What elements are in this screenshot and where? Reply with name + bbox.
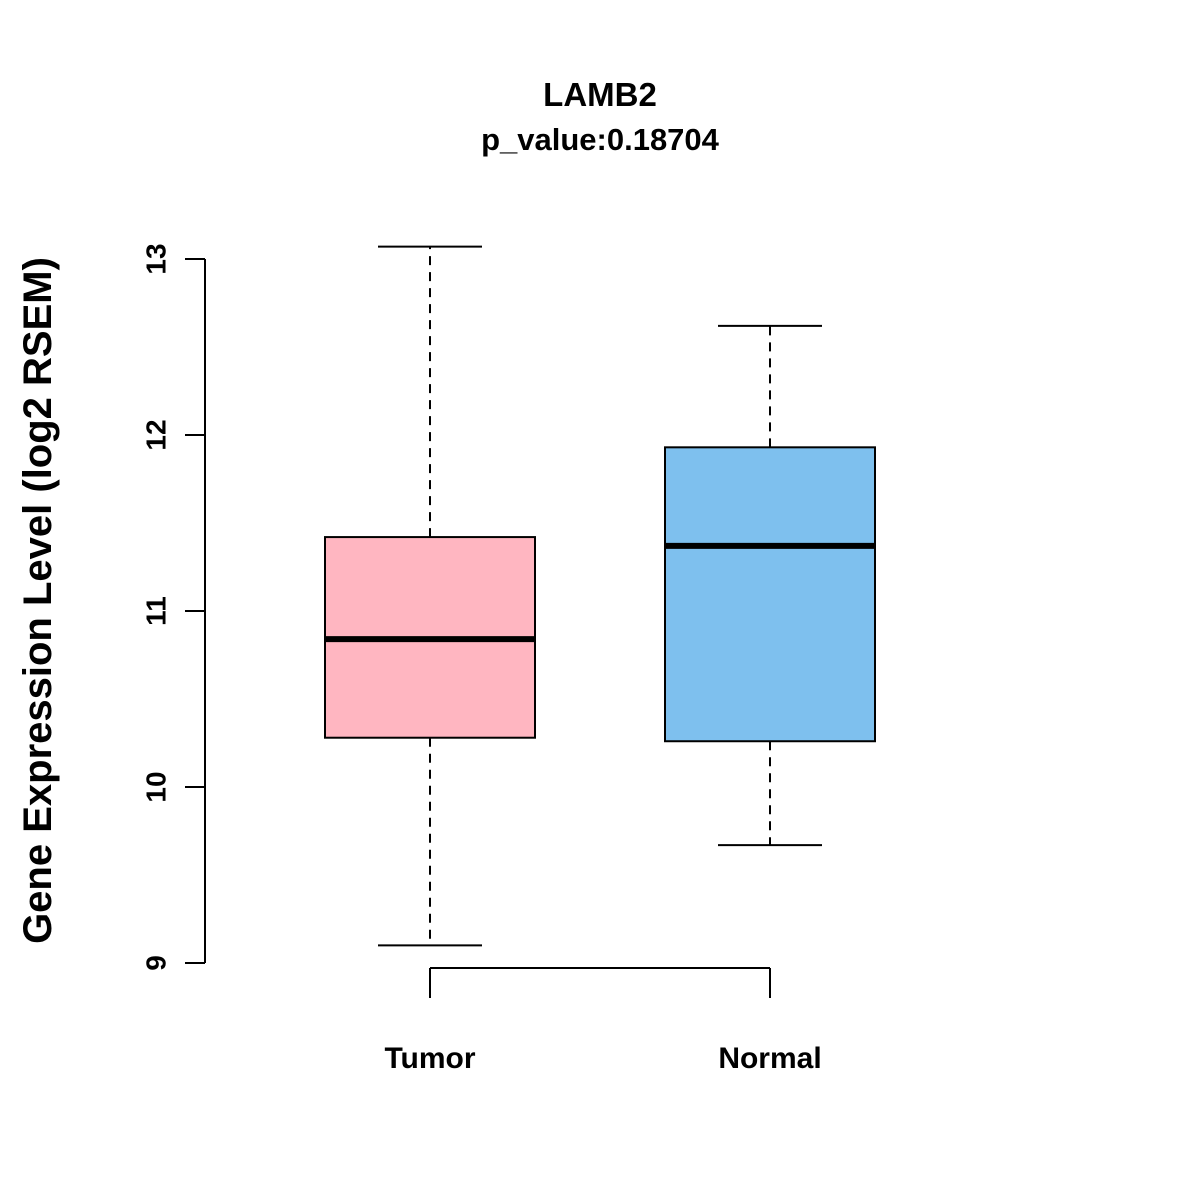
y-tick-label: 13 <box>140 243 171 274</box>
y-tick-label: 9 <box>140 955 171 971</box>
category-label-normal: Normal <box>718 1042 821 1075</box>
chart-subtitle: p_value:0.18704 <box>481 122 719 157</box>
box-normal <box>664 446 876 743</box>
y-tick-label: 11 <box>140 596 171 626</box>
chart-title: LAMB2 <box>543 76 657 113</box>
y-tick-label: 10 <box>140 771 171 802</box>
category-label-tumor: Tumor <box>384 1042 475 1075</box>
y-tick-label: 12 <box>140 419 171 450</box>
